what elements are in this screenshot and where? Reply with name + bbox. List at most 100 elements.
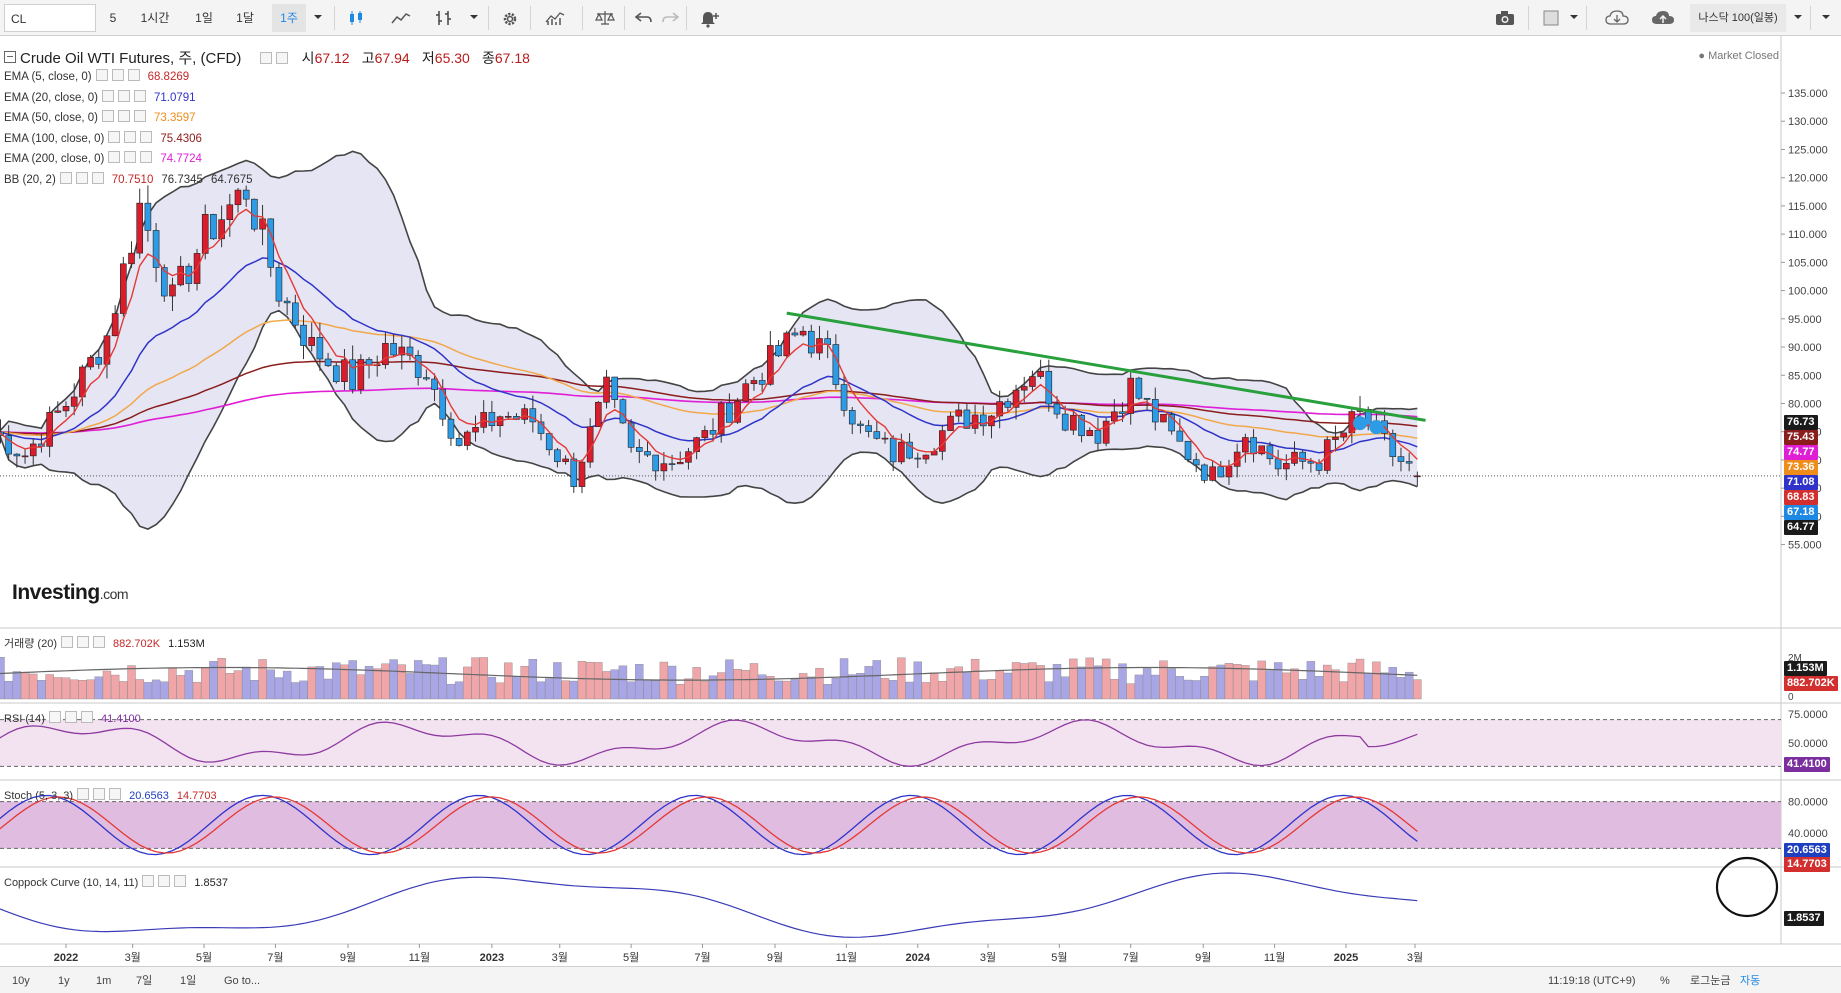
indicators-icon[interactable] bbox=[538, 4, 568, 32]
indicator-settings-icon[interactable] bbox=[95, 69, 108, 81]
indicator-remove-icon[interactable] bbox=[133, 110, 146, 122]
candle-body bbox=[906, 441, 913, 459]
indicator-remove-icon[interactable] bbox=[140, 151, 153, 163]
indicator-remove-icon[interactable] bbox=[140, 130, 153, 143]
candle-body bbox=[1184, 440, 1192, 460]
timeframe-1d-button[interactable]: 1일 bbox=[195, 11, 213, 25]
volume-bar bbox=[708, 675, 718, 700]
timeframe-dropdown-chevron-icon[interactable] bbox=[306, 4, 326, 32]
cloud-download-icon[interactable] bbox=[1598, 4, 1634, 32]
range-1m-button[interactable]: 1m bbox=[96, 975, 112, 987]
percent-scale-button[interactable]: % bbox=[1660, 975, 1670, 987]
indicator-hide-icon[interactable] bbox=[117, 89, 130, 102]
price-badge: 71.08 bbox=[1784, 474, 1818, 490]
interval-input[interactable]: 5 bbox=[109, 11, 117, 25]
cloud-upload-icon[interactable] bbox=[1644, 4, 1680, 32]
indicator-settings-icon[interactable] bbox=[101, 110, 114, 122]
bar-chart-type-icon[interactable] bbox=[428, 4, 458, 32]
indicator-hide-icon[interactable] bbox=[75, 171, 88, 184]
volume-bar bbox=[1265, 670, 1275, 700]
volume-bar bbox=[1323, 664, 1332, 700]
candle-body bbox=[693, 437, 700, 452]
time-tick-label: 3월 bbox=[980, 951, 996, 964]
alert-bell-icon[interactable] bbox=[692, 4, 722, 32]
indicator-remove-icon[interactable] bbox=[127, 69, 140, 81]
gear-icon[interactable] bbox=[494, 4, 524, 32]
toolbar-more-chevron-icon[interactable] bbox=[1814, 4, 1838, 32]
color-square-icon[interactable] bbox=[1536, 4, 1566, 32]
chart-area[interactable]: 2M 0 75.0000 50.0000 80.0000 40.0000 135.00… bbox=[0, 36, 1841, 966]
indicator-remove-icon[interactable] bbox=[133, 89, 146, 102]
candle-body bbox=[226, 204, 234, 220]
candle-body bbox=[570, 458, 578, 487]
chart-type-dropdown-chevron-icon[interactable] bbox=[462, 4, 482, 32]
candle-body bbox=[242, 189, 250, 200]
candle-body bbox=[758, 380, 766, 385]
color-dropdown-chevron-icon[interactable] bbox=[1562, 4, 1582, 32]
indicator-settings-icon[interactable] bbox=[101, 89, 114, 102]
volume-bar bbox=[1126, 683, 1135, 700]
volume-tick-label: 2M bbox=[1788, 653, 1802, 664]
indicator-settings-icon[interactable] bbox=[108, 151, 121, 163]
candle-body bbox=[398, 346, 406, 356]
candle-chart-type-icon[interactable] bbox=[340, 4, 370, 32]
time-tick-label: 7월 bbox=[1123, 951, 1139, 964]
volume-bar bbox=[1388, 667, 1397, 700]
rsi-tick-label: 50.0000 bbox=[1788, 738, 1828, 750]
indicator-value: 71.0791 bbox=[153, 91, 196, 104]
market-select[interactable]: 나스닥 100(일봉) bbox=[1690, 4, 1786, 32]
indicator-settings-icon[interactable] bbox=[108, 130, 121, 143]
redo-icon[interactable] bbox=[654, 4, 684, 32]
timeframe-1m-button[interactable]: 1달 bbox=[236, 11, 254, 25]
range-1d-button[interactable]: 1일 bbox=[180, 975, 197, 987]
time-tick-label: 2023 bbox=[480, 952, 504, 964]
timeframe-1w-button[interactable]: 1주 bbox=[272, 4, 306, 32]
ema-100-line bbox=[0, 360, 1418, 435]
range-1y-button[interactable]: 1y bbox=[58, 975, 70, 987]
rsi-tick-label: 75.0000 bbox=[1788, 709, 1828, 721]
candle-body bbox=[971, 414, 979, 429]
indicator-hide-icon[interactable] bbox=[111, 69, 124, 81]
volume-bar bbox=[1175, 676, 1185, 700]
line-chart-type-icon[interactable] bbox=[384, 4, 414, 32]
chart-canvas[interactable]: 2M 0 75.0000 50.0000 80.0000 40.0000 135.00… bbox=[0, 36, 1841, 966]
volume-bar bbox=[184, 670, 194, 700]
volume-bar bbox=[823, 684, 832, 700]
indicator-legend-row: EMA (5, close, 0) 68.8269 bbox=[4, 69, 189, 83]
price-tick-label: 95.000 bbox=[1788, 314, 1822, 326]
volume-bar bbox=[692, 667, 701, 700]
undo-icon[interactable] bbox=[628, 4, 658, 32]
indicator-remove-icon[interactable] bbox=[91, 171, 104, 184]
compare-scale-icon[interactable] bbox=[588, 4, 618, 32]
indicator-hide-icon[interactable] bbox=[117, 110, 130, 122]
camera-icon[interactable] bbox=[1488, 4, 1518, 32]
auto-scale-button[interactable]: 자동 bbox=[1740, 975, 1761, 987]
stoch-tick-label: 80.0000 bbox=[1788, 797, 1828, 809]
range-7d-button[interactable]: 7일 bbox=[136, 975, 153, 987]
candle-body bbox=[1250, 437, 1257, 455]
symbol-search-input[interactable]: CL bbox=[4, 4, 96, 32]
candle-body bbox=[750, 380, 758, 385]
volume-bar bbox=[233, 670, 243, 700]
volume-bar bbox=[69, 679, 79, 700]
candle-body bbox=[832, 344, 840, 385]
candle-body bbox=[816, 338, 823, 354]
timeframe-1h-button[interactable]: 1시간 bbox=[140, 11, 170, 25]
collapse-legend-icon[interactable] bbox=[4, 51, 16, 63]
legend-hide-icon[interactable] bbox=[275, 52, 288, 64]
volume-bar bbox=[667, 665, 677, 700]
candle-body bbox=[87, 357, 94, 368]
volume-bar bbox=[1314, 676, 1324, 700]
legend-settings-icon[interactable] bbox=[259, 52, 272, 64]
goto-date-button[interactable]: Go to... bbox=[224, 975, 261, 987]
volume-bar bbox=[888, 680, 898, 700]
log-scale-button[interactable]: 로그눈금 bbox=[1690, 975, 1731, 987]
indicator-hide-icon[interactable] bbox=[124, 151, 137, 163]
indicator-settings-icon[interactable] bbox=[59, 171, 72, 184]
green-trendline bbox=[786, 311, 1426, 422]
candle-body bbox=[775, 345, 782, 357]
indicator-hide-icon[interactable] bbox=[124, 130, 137, 143]
volume-bar bbox=[422, 664, 431, 700]
market-dropdown-chevron-icon[interactable] bbox=[1786, 4, 1806, 32]
range-10y-button[interactable]: 10y bbox=[12, 975, 30, 987]
